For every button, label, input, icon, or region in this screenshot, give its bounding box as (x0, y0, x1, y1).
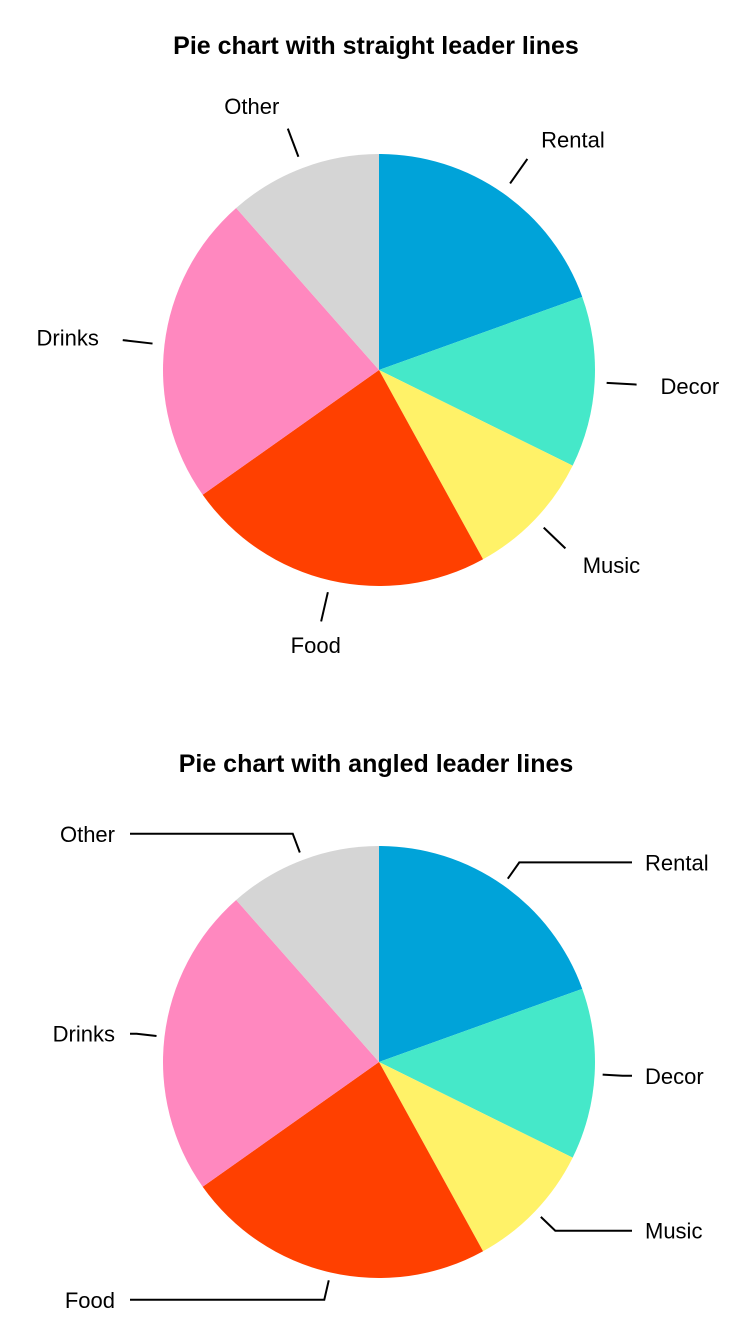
label-drinks: Drinks (37, 325, 99, 350)
label-drinks: Drinks (53, 1022, 115, 1047)
slice-drinks (163, 899, 379, 1187)
label-food: Food (291, 633, 341, 658)
pie-straight: Rental Decor Music Food Drinks Other (37, 94, 720, 658)
slice-food (202, 1062, 484, 1278)
slice-rental (379, 846, 583, 1062)
slice-rental (379, 154, 583, 370)
leader-line-drinks (130, 1032, 157, 1038)
label-other: Other (60, 822, 115, 847)
slice-music (379, 1062, 573, 1252)
slice-other (236, 154, 379, 370)
label-music: Music (583, 553, 640, 578)
leader-line-rental (509, 158, 529, 185)
leader-line-food (130, 1280, 330, 1301)
leader-line-food (320, 591, 329, 622)
label-rental: Rental (645, 850, 709, 875)
slice-drinks (162, 207, 379, 495)
slice-decor (379, 296, 595, 466)
leader-line-decor (606, 381, 637, 386)
leader-line-decor (602, 1073, 632, 1077)
chart-title-angled: Pie chart with angled leader lines (179, 750, 574, 778)
label-decor: Decor (661, 374, 720, 399)
slice-other (236, 846, 379, 1062)
slice-food (202, 370, 484, 586)
chart-title-straight: Pie chart with straight leader lines (173, 32, 579, 60)
leader-line-drinks (122, 339, 153, 345)
label-music: Music (645, 1219, 702, 1244)
label-rental: Rental (541, 127, 605, 152)
leader-line-rental (506, 861, 632, 880)
label-food: Food (65, 1288, 115, 1313)
pie-angled: Rental Decor Music Food Drinks Other (53, 822, 709, 1313)
leader-line-other (286, 128, 300, 158)
label-other: Other (224, 94, 279, 119)
leader-line-music (543, 526, 567, 550)
slice-decor (379, 988, 595, 1158)
slice-music (379, 370, 573, 560)
leader-line-other (130, 832, 301, 853)
label-decor: Decor (645, 1064, 704, 1089)
leader-line-music (540, 1216, 632, 1232)
